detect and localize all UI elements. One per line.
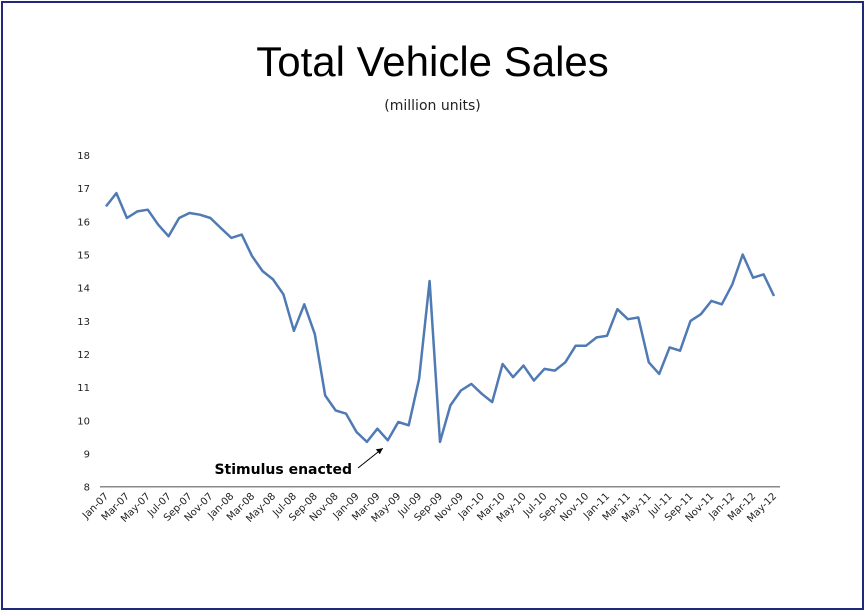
y-tick-label: 15: [77, 251, 90, 262]
chart-subtitle: (million units): [384, 98, 481, 114]
y-tick-label: 10: [77, 416, 90, 427]
arrow-head-icon: [375, 448, 383, 455]
annotation-label: Stimulus enacted: [214, 462, 352, 478]
chart-title: Total Vehicle Sales: [256, 38, 609, 85]
y-tick-label: 9: [84, 450, 90, 461]
y-tick-label: 12: [77, 350, 90, 361]
y-tick-label: 16: [77, 217, 90, 228]
y-tick-label: 8: [84, 483, 90, 494]
y-tick-label: 11: [77, 383, 90, 394]
y-tick-label: 18: [77, 151, 90, 162]
y-tick-label: 14: [77, 284, 90, 295]
series-line: [105, 191, 776, 444]
y-tick-label: 13: [77, 317, 90, 328]
y-tick-label: 17: [77, 184, 90, 195]
